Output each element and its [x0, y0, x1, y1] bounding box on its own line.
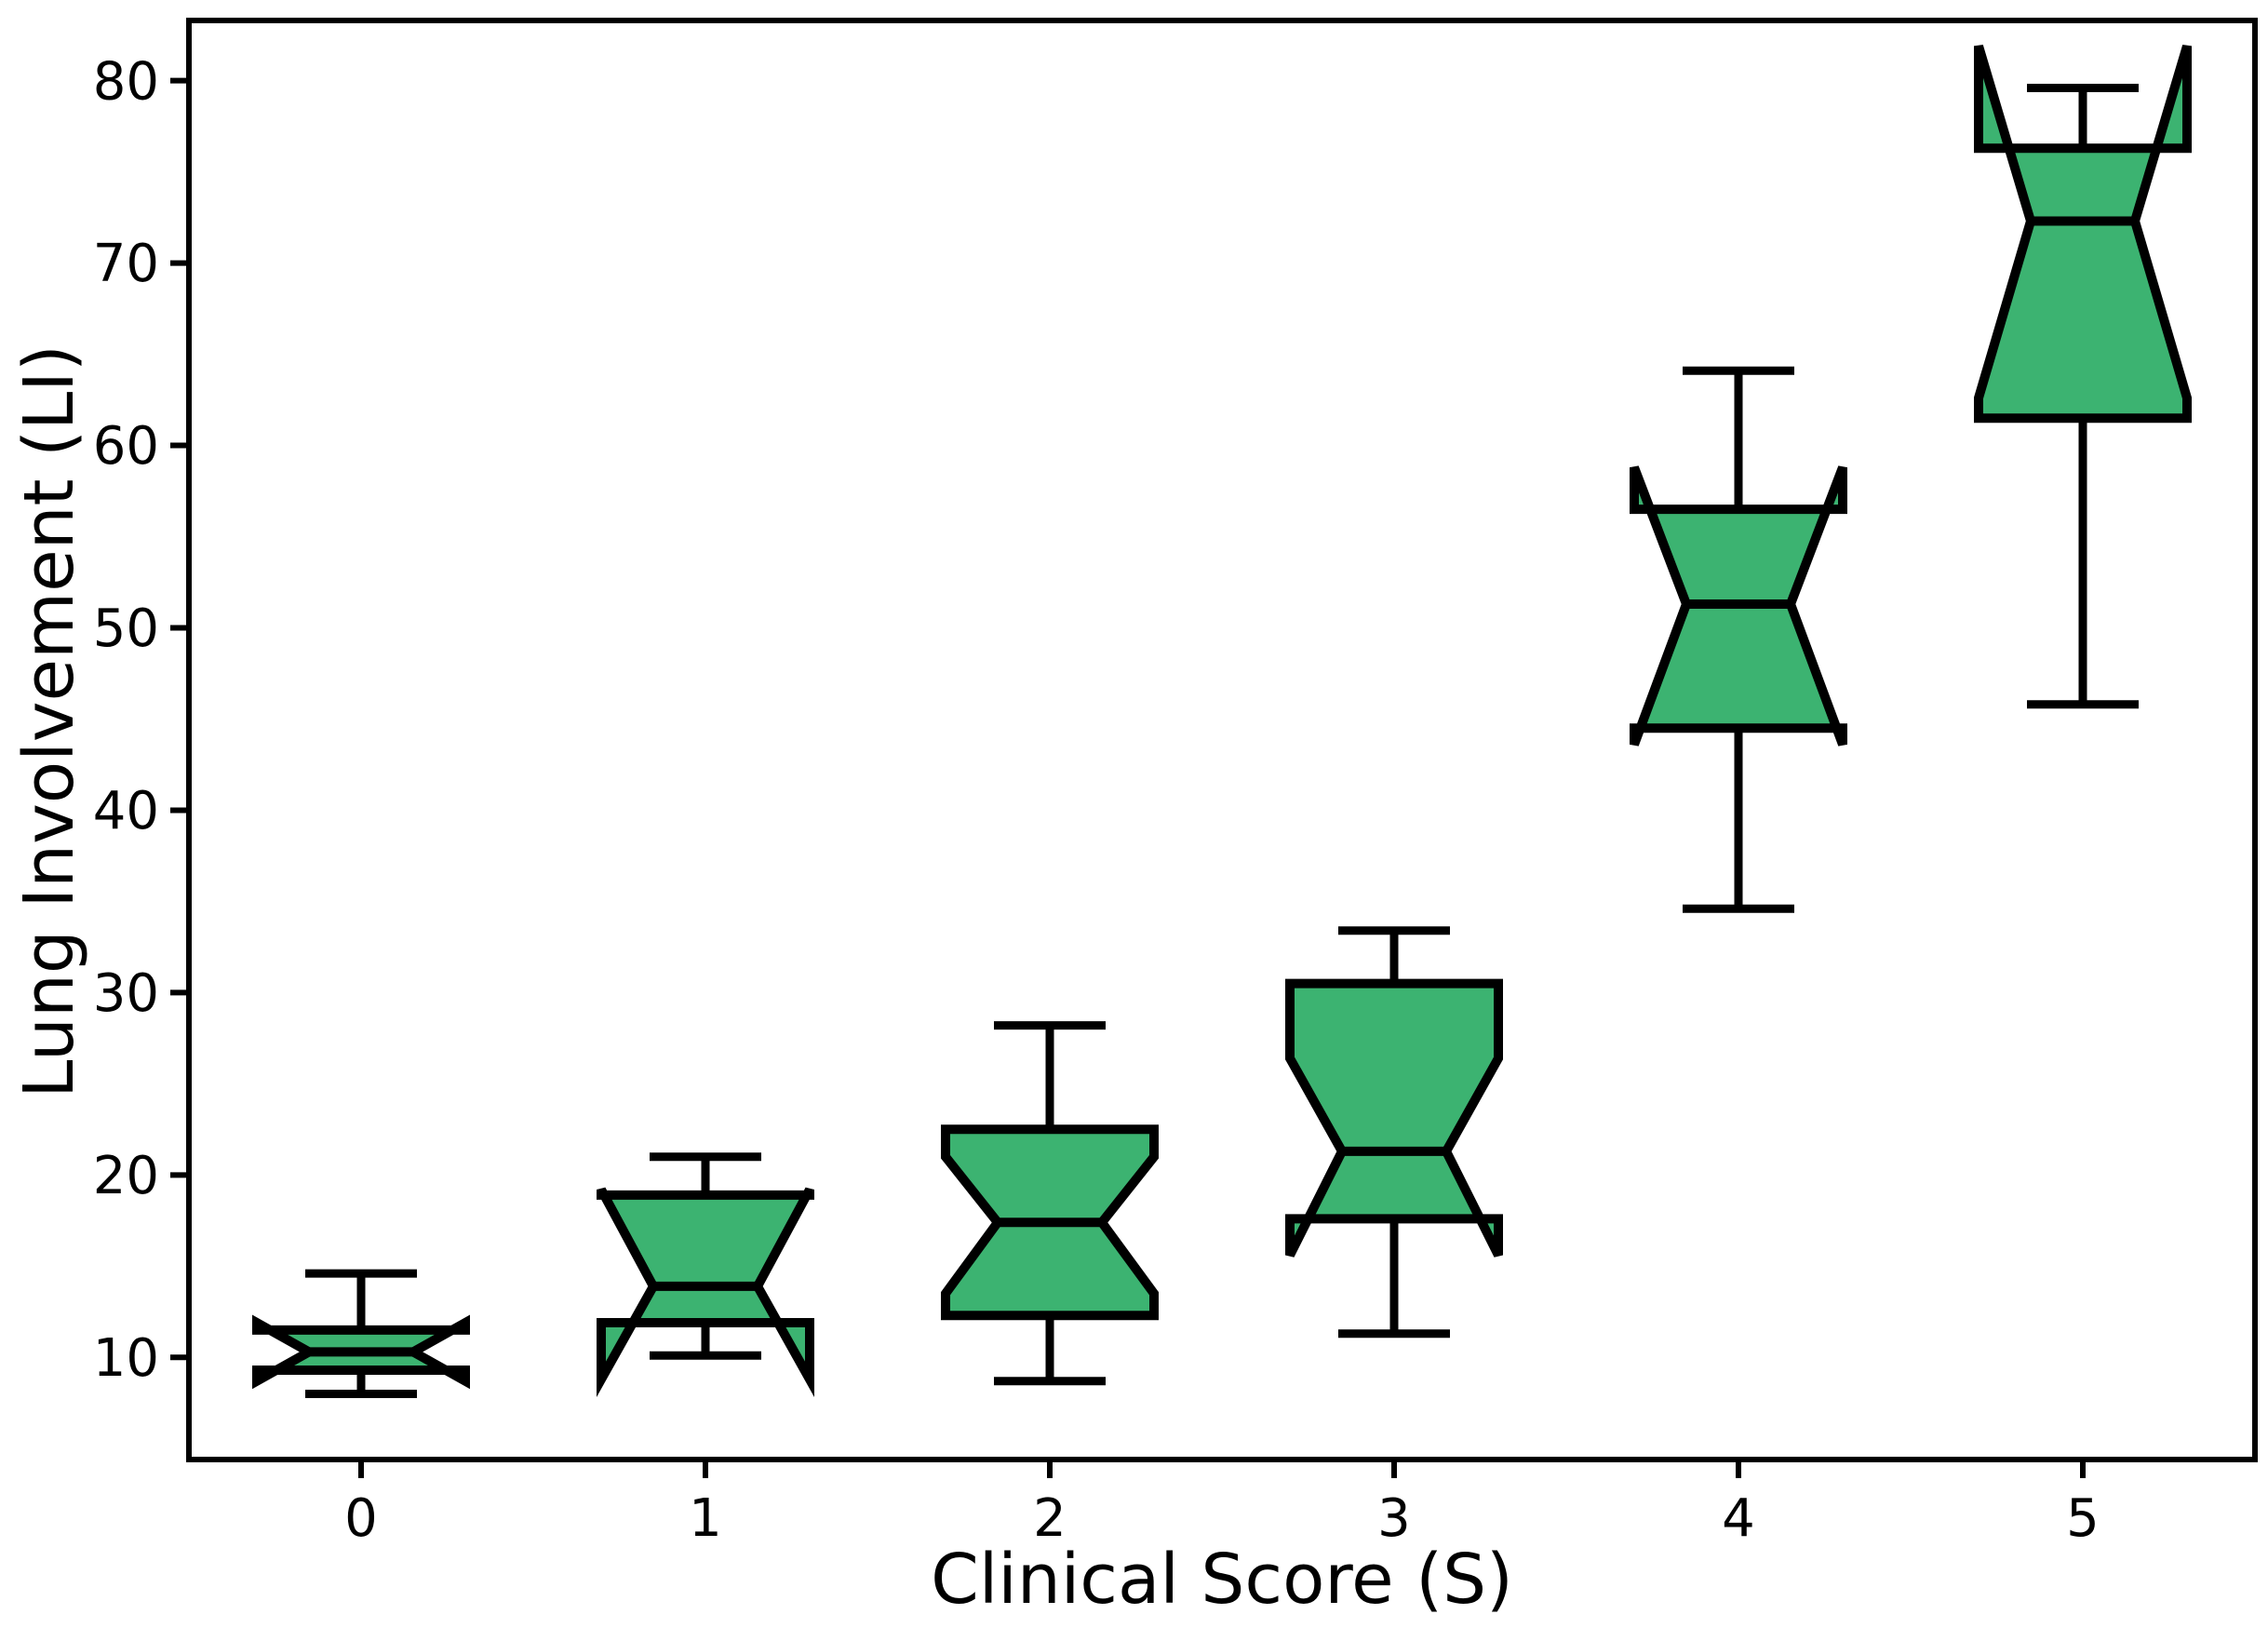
box-group-3: [1285, 926, 1503, 1339]
y-tick-label: 30: [93, 963, 159, 1024]
axis-layer: 10 20 30 40 50 60 70 80 0 1 2 3 4 5: [93, 51, 2100, 1549]
plot-frame: [186, 18, 2258, 1462]
y-tick-label: 70: [93, 234, 159, 294]
box-body: [1285, 978, 1503, 1258]
box-group-1: [597, 1152, 814, 1397]
x-tick-label: 3: [1377, 1488, 1411, 1549]
x-axis-label: Clinical Score (S): [931, 1540, 1513, 1620]
box-body: [1974, 44, 2192, 424]
box-group-0: [252, 1269, 470, 1398]
y-tick-label: 40: [93, 781, 159, 841]
y-tick-label: 60: [93, 416, 159, 477]
y-tick-label: 50: [93, 599, 159, 659]
x-tick-label: 1: [689, 1488, 722, 1549]
box-group-2: [941, 1021, 1159, 1386]
y-tick-label: 20: [93, 1146, 159, 1206]
x-tick-label: 4: [1722, 1488, 1755, 1549]
y-axis-label: Lung Involvement (LI): [9, 344, 89, 1098]
box-group-5: [1974, 44, 2192, 709]
x-tick-label: 0: [344, 1488, 378, 1549]
boxes-layer: [252, 44, 2192, 1398]
box-group-4: [1630, 366, 1847, 913]
x-tick-label: 5: [2066, 1488, 2100, 1549]
y-tick-label: 10: [93, 1328, 159, 1389]
x-tick-label: 2: [1033, 1488, 1067, 1549]
y-tick-label: 80: [93, 51, 159, 112]
